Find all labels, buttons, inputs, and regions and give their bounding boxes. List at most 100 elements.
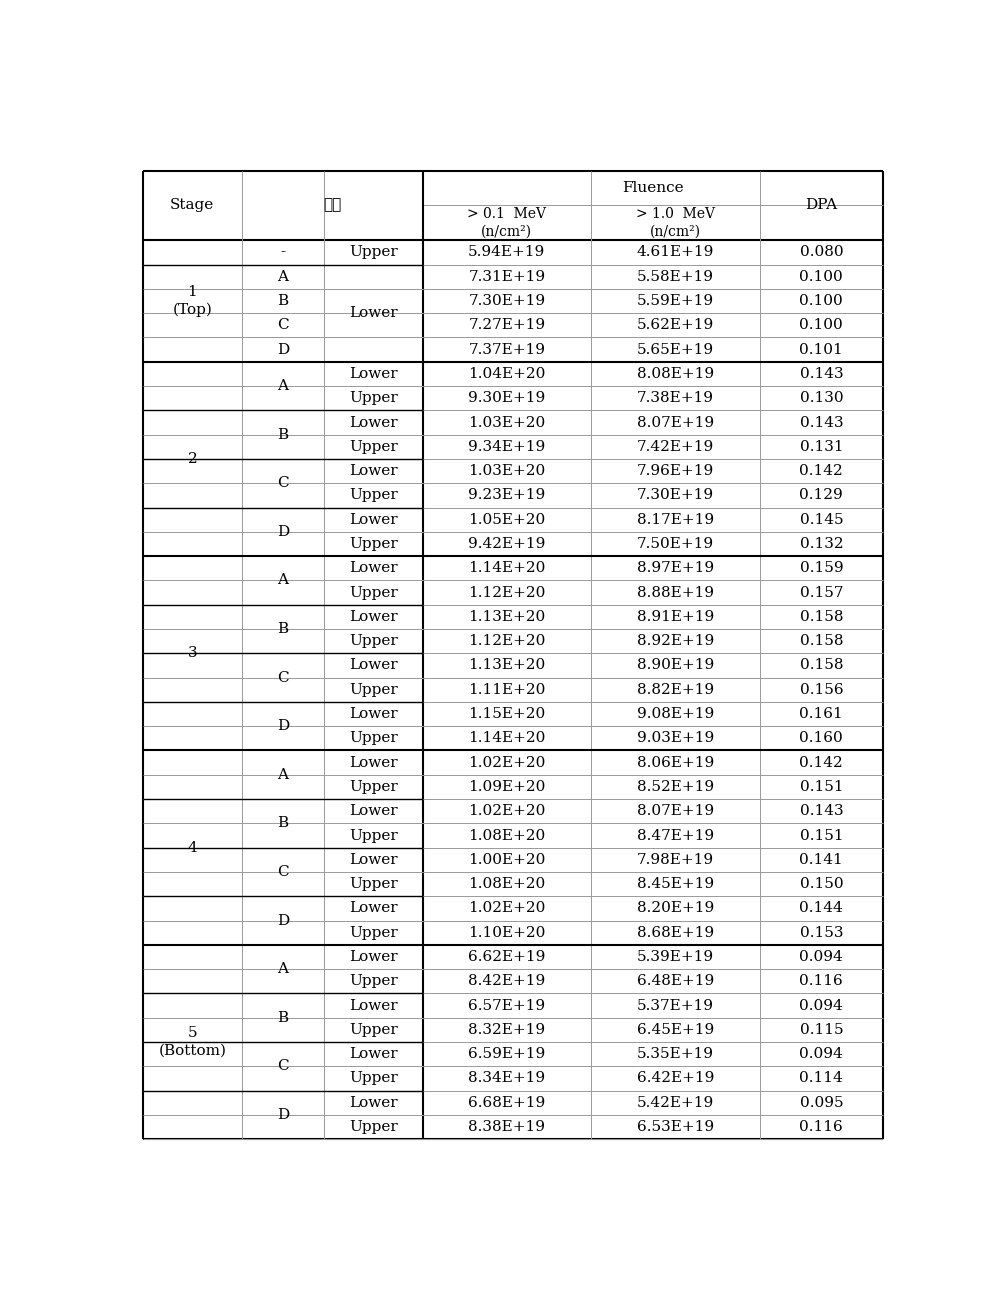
Text: Lower: Lower (349, 367, 397, 381)
Text: 0.094: 0.094 (800, 1047, 843, 1062)
Text: Lower: Lower (349, 1047, 397, 1062)
Text: 1.11E+20: 1.11E+20 (468, 683, 546, 697)
Text: 8.97E+19: 8.97E+19 (637, 561, 714, 575)
Text: 0.094: 0.094 (800, 950, 843, 965)
Text: 1.05E+20: 1.05E+20 (468, 513, 546, 526)
Text: 6.57E+19: 6.57E+19 (468, 998, 546, 1012)
Text: 0.144: 0.144 (800, 901, 843, 915)
Text: 1.00E+20: 1.00E+20 (468, 853, 546, 866)
Text: 1.14E+20: 1.14E+20 (468, 561, 546, 575)
Text: 3: 3 (187, 646, 197, 661)
Text: 0.114: 0.114 (800, 1072, 843, 1086)
Text: 0.116: 0.116 (800, 975, 843, 988)
Text: 7.42E+19: 7.42E+19 (637, 440, 714, 454)
Text: -: - (280, 246, 285, 260)
Text: 8.88E+19: 8.88E+19 (637, 586, 714, 600)
Text: 7.38E+19: 7.38E+19 (637, 392, 714, 405)
Text: 6.68E+19: 6.68E+19 (468, 1095, 546, 1109)
Text: 8.17E+19: 8.17E+19 (637, 513, 714, 526)
Text: 5.94E+19: 5.94E+19 (468, 246, 546, 260)
Text: Upper: Upper (349, 732, 397, 745)
Text: A: A (277, 379, 288, 393)
Text: D: D (276, 719, 289, 733)
Text: Lower: Lower (349, 853, 397, 866)
Text: Lower: Lower (349, 464, 397, 478)
Text: 1
(Top): 1 (Top) (172, 286, 212, 317)
Text: 7.98E+19: 7.98E+19 (637, 853, 714, 866)
Text: 9.08E+19: 9.08E+19 (637, 707, 714, 721)
Text: D: D (276, 1108, 289, 1122)
Text: Upper: Upper (349, 877, 397, 891)
Text: 8.52E+19: 8.52E+19 (637, 780, 714, 794)
Text: 0.143: 0.143 (800, 804, 843, 818)
Text: 0.158: 0.158 (800, 658, 843, 672)
Text: Lower: Lower (349, 901, 397, 915)
Text: A: A (277, 768, 288, 782)
Text: 0.142: 0.142 (800, 464, 843, 478)
Text: Lower: Lower (349, 707, 397, 721)
Text: Upper: Upper (349, 634, 397, 648)
Text: 9.42E+19: 9.42E+19 (468, 537, 546, 551)
Text: 0.131: 0.131 (800, 440, 843, 454)
Text: D: D (276, 914, 289, 927)
Text: 5.58E+19: 5.58E+19 (637, 270, 714, 283)
Text: 1.02E+20: 1.02E+20 (468, 755, 546, 769)
Text: 0.151: 0.151 (800, 829, 843, 843)
Text: 7.30E+19: 7.30E+19 (468, 294, 546, 308)
Text: 0.080: 0.080 (800, 246, 843, 260)
Text: 0.100: 0.100 (800, 294, 843, 308)
Text: 4.61E+19: 4.61E+19 (637, 246, 714, 260)
Text: B: B (277, 622, 288, 636)
Text: 8.20E+19: 8.20E+19 (637, 901, 714, 915)
Text: 8.92E+19: 8.92E+19 (637, 634, 714, 648)
Text: 6.48E+19: 6.48E+19 (637, 975, 714, 988)
Text: 8.32E+19: 8.32E+19 (468, 1023, 546, 1037)
Text: 7.50E+19: 7.50E+19 (637, 537, 714, 551)
Text: 0.160: 0.160 (800, 732, 843, 745)
Text: 7.37E+19: 7.37E+19 (468, 343, 546, 357)
Text: 1.03E+20: 1.03E+20 (468, 415, 546, 429)
Text: Upper: Upper (349, 246, 397, 260)
Text: B: B (277, 428, 288, 442)
Text: 9.03E+19: 9.03E+19 (637, 732, 714, 745)
Text: Lower: Lower (349, 998, 397, 1012)
Text: 8.42E+19: 8.42E+19 (468, 975, 546, 988)
Text: Lower: Lower (349, 513, 397, 526)
Text: Lower: Lower (349, 950, 397, 965)
Text: Lower: Lower (349, 658, 397, 672)
Text: 5.59E+19: 5.59E+19 (637, 294, 714, 308)
Text: Lower: Lower (349, 804, 397, 818)
Text: 0.116: 0.116 (800, 1120, 843, 1134)
Text: 9.34E+19: 9.34E+19 (468, 440, 546, 454)
Text: 0.095: 0.095 (800, 1095, 843, 1109)
Text: DPA: DPA (805, 198, 838, 212)
Text: 8.06E+19: 8.06E+19 (637, 755, 714, 769)
Text: 0.145: 0.145 (800, 513, 843, 526)
Text: 0.100: 0.100 (800, 270, 843, 283)
Text: Stage: Stage (170, 198, 214, 212)
Text: Upper: Upper (349, 440, 397, 454)
Text: B: B (277, 294, 288, 308)
Text: 5.62E+19: 5.62E+19 (637, 318, 714, 332)
Text: 8.91E+19: 8.91E+19 (637, 610, 714, 625)
Text: 8.45E+19: 8.45E+19 (637, 877, 714, 891)
Text: C: C (277, 865, 288, 879)
Text: 5.39E+19: 5.39E+19 (637, 950, 714, 965)
Text: 1.13E+20: 1.13E+20 (468, 658, 546, 672)
Text: 1.12E+20: 1.12E+20 (468, 586, 546, 600)
Text: 위치: 위치 (323, 198, 341, 212)
Text: Upper: Upper (349, 392, 397, 405)
Text: 0.153: 0.153 (800, 926, 843, 940)
Text: Upper: Upper (349, 829, 397, 843)
Text: 1.09E+20: 1.09E+20 (468, 780, 546, 794)
Text: Upper: Upper (349, 489, 397, 503)
Text: 5.35E+19: 5.35E+19 (637, 1047, 714, 1062)
Text: 7.96E+19: 7.96E+19 (637, 464, 714, 478)
Text: 0.132: 0.132 (800, 537, 843, 551)
Text: 0.115: 0.115 (800, 1023, 843, 1037)
Text: 0.142: 0.142 (800, 755, 843, 769)
Text: 0.158: 0.158 (800, 634, 843, 648)
Text: 8.07E+19: 8.07E+19 (637, 415, 714, 429)
Text: Lower: Lower (349, 1095, 397, 1109)
Text: 8.82E+19: 8.82E+19 (637, 683, 714, 697)
